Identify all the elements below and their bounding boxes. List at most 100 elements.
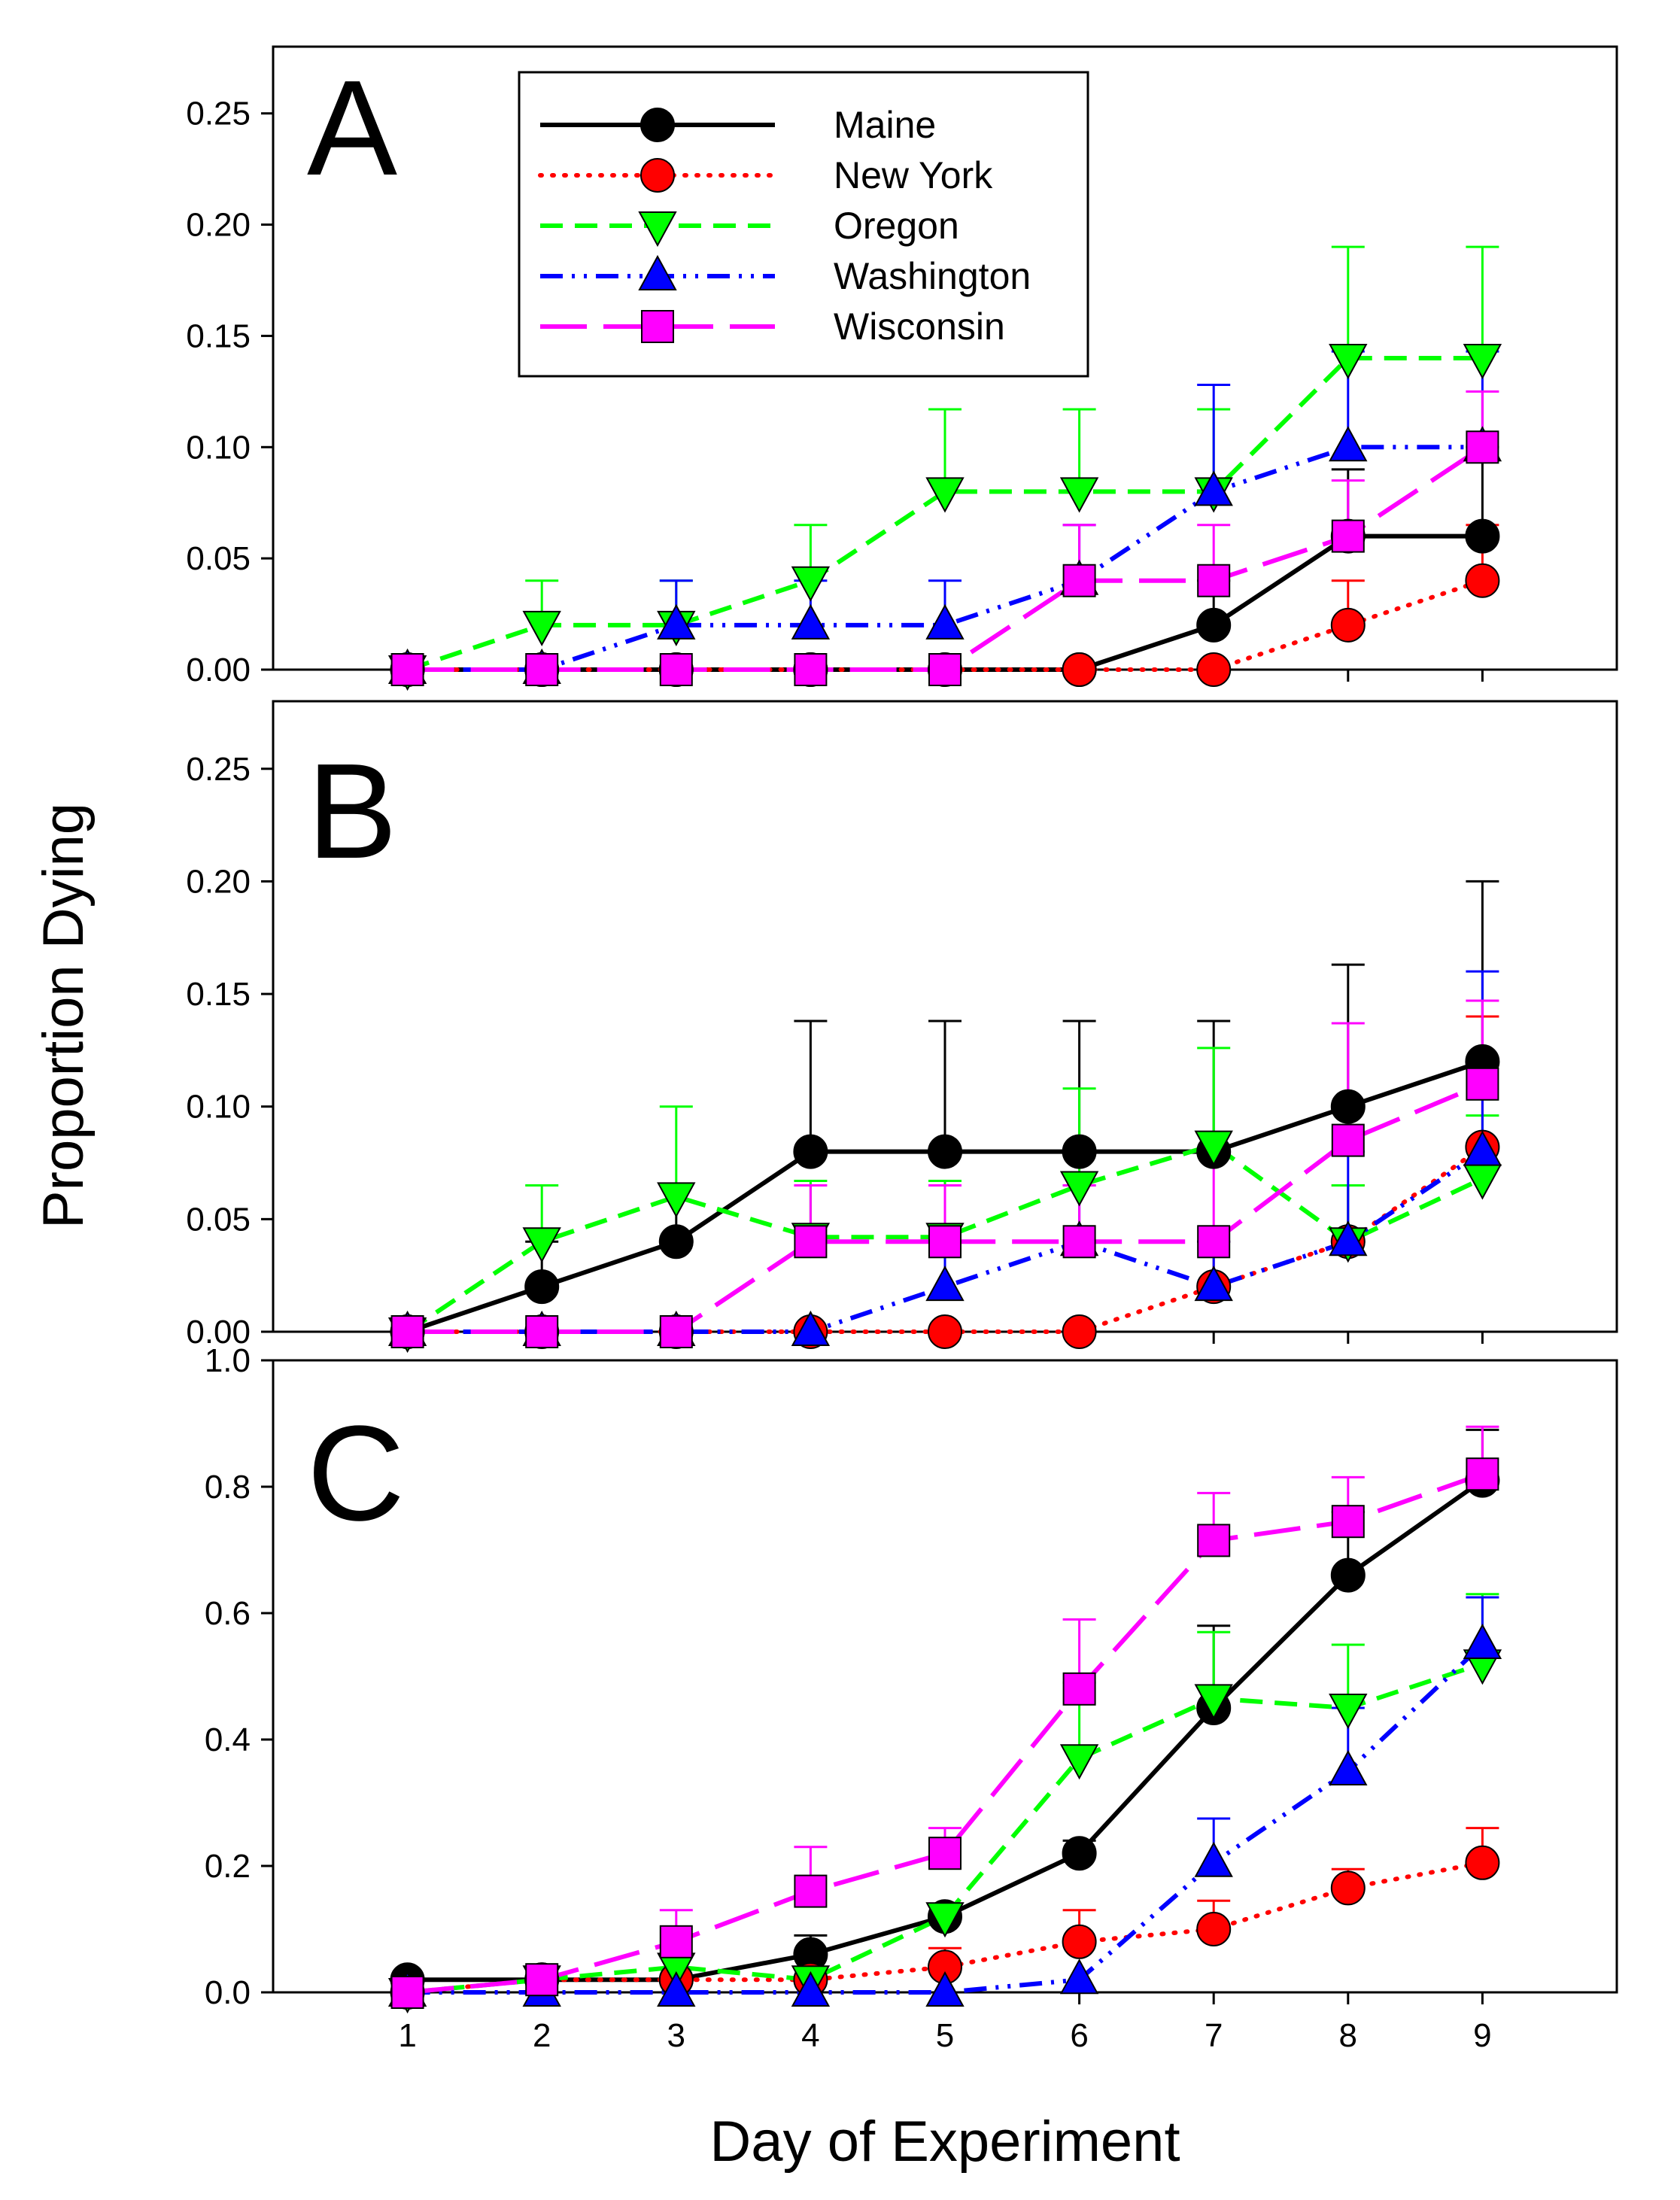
wisconsin-point [1062, 1225, 1096, 1259]
x-tick-label: 7 [1205, 2017, 1223, 2054]
washington-point [1329, 1220, 1368, 1256]
wisconsin-point [928, 1225, 962, 1259]
y-tick-label: 0.25 [186, 751, 251, 788]
legend-washington-marker [638, 254, 677, 290]
wisconsin-point [794, 1225, 828, 1259]
washington-point [791, 1971, 831, 2007]
washington-point [1463, 1130, 1502, 1166]
wisconsin-point [928, 653, 962, 686]
wisconsin-point [1466, 1457, 1499, 1491]
oregon-point [1463, 344, 1502, 380]
maine-point [658, 1224, 694, 1260]
y-tick-label: 0.8 [205, 1469, 251, 1506]
x-tick-label: 2 [533, 2017, 551, 2054]
x-tick-label: 1 [398, 2017, 416, 2054]
y-tick-label: 0.2 [205, 1848, 251, 1885]
legend-new-york-label: New York [834, 154, 993, 196]
panel-a-label: A [307, 53, 397, 204]
legend-oregon-marker [638, 211, 677, 248]
new-york-point [1330, 1870, 1366, 1906]
wisconsin-point [1197, 1225, 1231, 1259]
wisconsin-point [1331, 1123, 1365, 1157]
oregon-point [1059, 1171, 1099, 1207]
washington-point [925, 603, 965, 640]
x-tick-label: 3 [667, 2017, 685, 2054]
y-tick-label: 0.15 [186, 976, 251, 1013]
oregon-line [406, 356, 1483, 672]
wisconsin-point [659, 653, 693, 686]
y-tick-label: 0.00 [186, 1314, 251, 1351]
oregon-point [522, 610, 561, 646]
panel-b-markers [387, 1044, 1502, 1354]
panel-b: B 0.00 0.05 0.10 0.15 0.20 0.25 [186, 700, 1618, 1354]
y-tick-label: 0.20 [186, 863, 251, 900]
wisconsin-point [390, 1976, 424, 2009]
washington-point [1194, 1266, 1233, 1302]
oregon-point [1329, 1694, 1368, 1730]
wisconsin-point [794, 1874, 828, 1908]
legend: Maine New York Oregon Washington Wisconsin [518, 71, 1089, 378]
new-york-point [1062, 1924, 1097, 1959]
washington-point [925, 1971, 965, 2007]
x-tick-label: 4 [801, 2017, 819, 2054]
oregon-point [657, 1182, 696, 1218]
maine-point [1062, 1134, 1097, 1169]
legend-oregon-label: Oregon [834, 205, 959, 247]
legend-maine-label: Maine [834, 104, 936, 146]
wisconsin-point [794, 653, 828, 686]
y-tick-label: 0.10 [186, 429, 251, 466]
washington-point [657, 603, 696, 640]
wisconsin-point [390, 1315, 424, 1348]
x-tick-label: 6 [1070, 2017, 1088, 2054]
panel-c: C 0.0 0.2 0.4 0.6 0.8 1.0 1 2 3 4 5 6 7 8 9 [205, 1342, 1618, 2054]
washington-point [1329, 426, 1368, 462]
legend-new-york-marker [640, 158, 675, 193]
y-tick-label: 0.00 [186, 652, 251, 688]
legend-wisconsin-label: Wisconsin [834, 305, 1005, 348]
maine-point [793, 1134, 828, 1169]
wisconsin-point [525, 1315, 559, 1348]
washington-point [1194, 470, 1233, 506]
maine-point [1196, 607, 1232, 643]
washington-line [407, 445, 1483, 672]
washington-point [1463, 1623, 1502, 1659]
wisconsin-point [928, 1837, 962, 1870]
new-york-point [1465, 1845, 1500, 1880]
y-tick-label: 0.10 [186, 1089, 251, 1126]
oregon-point [1059, 1744, 1099, 1780]
y-tick-label: 0.20 [186, 207, 251, 244]
maine-point [928, 1134, 962, 1169]
y-tick-label: 0.15 [186, 318, 251, 354]
washington-line [407, 1642, 1484, 1995]
panel-b-label: B [307, 736, 397, 887]
maine-point [1062, 1836, 1097, 1871]
legend-entries: Maine New York Oregon Washington Wisconsin [538, 104, 1031, 348]
wisconsin-point [1331, 1505, 1365, 1539]
wisconsin-point [1331, 519, 1365, 553]
new-york-point [1465, 563, 1500, 598]
wisconsin-point [659, 1925, 693, 1958]
wisconsin-point [1062, 1672, 1096, 1706]
x-tick-label: 9 [1473, 2017, 1491, 2054]
new-york-point [928, 1314, 962, 1349]
washington-point [1329, 1749, 1368, 1785]
wisconsin-point [659, 1315, 693, 1348]
new-york-point [1330, 607, 1366, 643]
x-tick-label: 8 [1339, 2017, 1357, 2054]
legend-wisconsin-marker [641, 310, 674, 343]
wisconsin-point [1197, 1524, 1231, 1557]
oregon-point [791, 566, 831, 602]
y-tick-label: 0.25 [186, 96, 251, 132]
x-tick-label: 5 [936, 2017, 954, 2054]
y-tick-label: 0.0 [205, 1974, 251, 2011]
washington-point [1059, 1958, 1099, 1995]
new-york-point [1062, 652, 1097, 687]
new-york-point [1062, 1314, 1097, 1349]
y-tick-label: 0.6 [205, 1595, 251, 1632]
oregon-point [1059, 477, 1099, 513]
oregon-line [407, 1661, 1484, 1995]
washington-point [925, 1266, 965, 1302]
y-axis-title: Proportion Dying [32, 803, 96, 1229]
oregon-point [522, 1227, 561, 1263]
new-york-line [405, 578, 1485, 672]
